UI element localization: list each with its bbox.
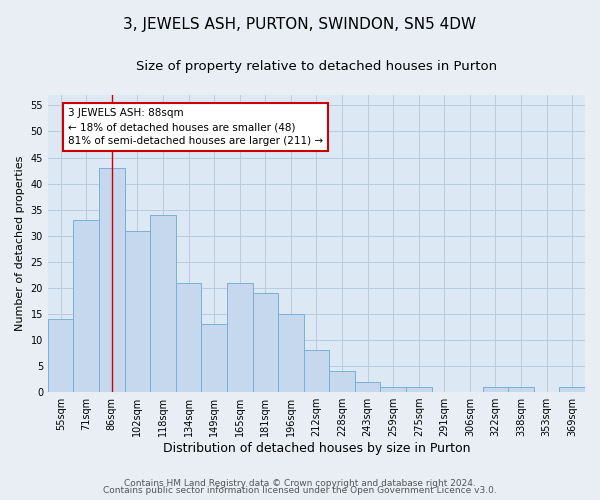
Text: 3 JEWELS ASH: 88sqm
← 18% of detached houses are smaller (48)
81% of semi-detach: 3 JEWELS ASH: 88sqm ← 18% of detached ho…	[68, 108, 323, 146]
Title: Size of property relative to detached houses in Purton: Size of property relative to detached ho…	[136, 60, 497, 73]
Bar	[278, 314, 304, 392]
Bar	[99, 168, 125, 392]
Bar	[125, 230, 150, 392]
Bar	[508, 387, 534, 392]
Text: 3, JEWELS ASH, PURTON, SWINDON, SN5 4DW: 3, JEWELS ASH, PURTON, SWINDON, SN5 4DW	[124, 18, 476, 32]
Bar	[48, 319, 73, 392]
Bar	[202, 324, 227, 392]
Bar	[482, 387, 508, 392]
Bar	[150, 215, 176, 392]
Bar	[559, 387, 585, 392]
Bar	[304, 350, 329, 392]
Bar	[355, 382, 380, 392]
Bar	[253, 293, 278, 392]
Bar	[73, 220, 99, 392]
Text: Contains HM Land Registry data © Crown copyright and database right 2024.: Contains HM Land Registry data © Crown c…	[124, 478, 476, 488]
Y-axis label: Number of detached properties: Number of detached properties	[15, 156, 25, 331]
Text: Contains public sector information licensed under the Open Government Licence v3: Contains public sector information licen…	[103, 486, 497, 495]
Bar	[176, 282, 202, 392]
Bar	[380, 387, 406, 392]
X-axis label: Distribution of detached houses by size in Purton: Distribution of detached houses by size …	[163, 442, 470, 455]
Bar	[406, 387, 431, 392]
Bar	[329, 371, 355, 392]
Bar	[227, 282, 253, 392]
